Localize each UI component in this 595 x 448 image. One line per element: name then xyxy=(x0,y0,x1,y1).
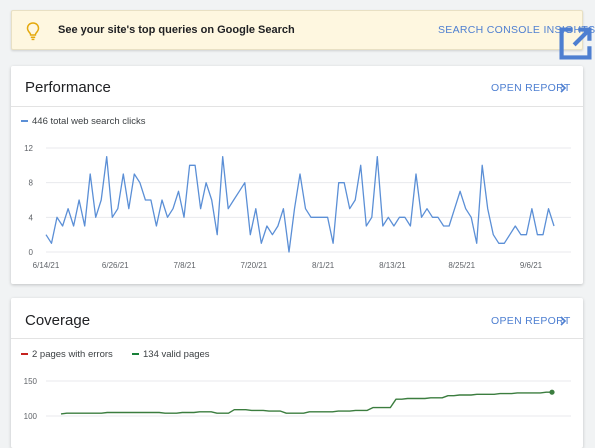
x-tick-label: 8/13/21 xyxy=(379,261,406,270)
lightbulb-icon xyxy=(26,22,40,41)
x-tick-label: 6/26/21 xyxy=(102,261,129,270)
y-tick-label: 8 xyxy=(29,179,34,188)
search-console-insights-link[interactable]: SEARCH CONSOLE INSIGHTS xyxy=(438,24,595,36)
errors-legend-swatch xyxy=(21,353,28,356)
y-tick-label: 12 xyxy=(24,144,33,153)
valid-pages-series-line xyxy=(60,391,552,415)
valid-legend: 134 valid pages xyxy=(132,349,210,360)
valid-legend-label: 134 valid pages xyxy=(143,349,210,360)
x-tick-label: 6/14/21 xyxy=(33,261,60,270)
chevron-right-icon[interactable] xyxy=(559,316,567,326)
x-tick-label: 7/8/21 xyxy=(173,261,196,270)
performance-title: Performance xyxy=(25,79,111,96)
y-tick-label: 4 xyxy=(29,213,34,222)
valid-legend-swatch xyxy=(132,353,139,356)
y-tick-label: 150 xyxy=(24,377,38,386)
performance-legend: 446 total web search clicks xyxy=(21,116,146,127)
performance-card: Performance OPEN REPORT 446 total web se… xyxy=(11,66,583,284)
coverage-open-report-button[interactable]: OPEN REPORT xyxy=(491,315,571,327)
coverage-title: Coverage xyxy=(25,312,91,329)
valid-pages-end-point xyxy=(549,389,555,395)
insights-banner: See your site's top queries on Google Se… xyxy=(11,10,595,50)
coverage-divider xyxy=(11,338,583,339)
errors-legend: 2 pages with errors xyxy=(21,349,113,360)
y-tick-label: 100 xyxy=(24,412,38,421)
performance-divider xyxy=(11,106,583,107)
coverage-card: Coverage OPEN REPORT 2 pages with errors… xyxy=(11,298,583,448)
coverage-chart: 100 150 xyxy=(24,377,571,421)
x-tick-label: 8/1/21 xyxy=(312,261,335,270)
x-tick-label: 8/25/21 xyxy=(448,261,475,270)
performance-open-report-button[interactable]: OPEN REPORT xyxy=(491,82,571,94)
x-tick-label: 7/20/21 xyxy=(241,261,268,270)
errors-legend-label: 2 pages with errors xyxy=(32,349,113,360)
clicks-chart: 0 4 8 12 6/14/21 6/26/21 7/8/21 7/20/21 8/1/21 8/… xyxy=(24,144,571,270)
open-in-new-icon[interactable] xyxy=(556,24,595,63)
y-tick-label: 0 xyxy=(29,248,34,257)
banner-text: See your site's top queries on Google Se… xyxy=(58,24,295,36)
chevron-right-icon[interactable] xyxy=(559,83,567,93)
clicks-legend-swatch xyxy=(21,120,28,123)
clicks-series-line xyxy=(45,156,555,253)
x-tick-label: 9/6/21 xyxy=(520,261,543,270)
clicks-legend-label: 446 total web search clicks xyxy=(32,116,146,127)
